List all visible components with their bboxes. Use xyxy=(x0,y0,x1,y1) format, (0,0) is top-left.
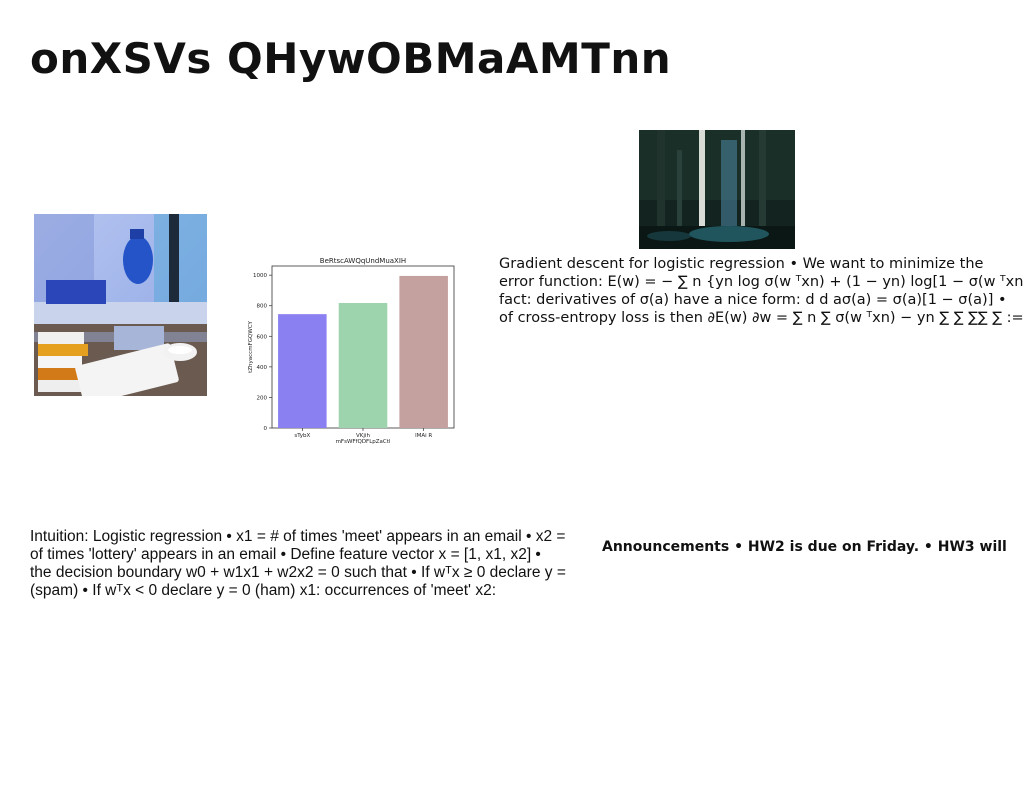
text-line: Gradient descent for logistic regression… xyxy=(499,256,984,272)
intuition-text: Intuition: Logistic regression • x1 = # … xyxy=(30,528,590,600)
chart-y-tick-label: 600 xyxy=(257,334,268,340)
chart-y-tick-label: 800 xyxy=(257,304,268,310)
chart-x-tick-label: VKjih xyxy=(356,433,370,439)
slide-title: onXSVs QHywOBMaAMTnn xyxy=(30,34,672,83)
chart-x-axis: sTybX VKjih lMAi R xyxy=(294,428,432,439)
bar-chart: BeRtscAWQqUndMuaXIH 0 200 400 600 800 1000 sT… xyxy=(238,250,460,448)
text-line: fact: derivatives of σ(a) have a nice fo… xyxy=(499,292,1007,308)
chart-y-axis: 0 200 400 600 800 1000 xyxy=(253,273,272,432)
gradient-descent-text: Gradient descent for logistic regression… xyxy=(499,255,1024,327)
announcements-text: Announcements • HW2 is due on Friday. • … xyxy=(602,539,1007,555)
chart-title: BeRtscAWQqUndMuaXIH xyxy=(320,257,406,265)
chart-bar xyxy=(278,314,327,428)
bar-chart-svg: BeRtscAWQqUndMuaXIH 0 200 400 600 800 1000 sT… xyxy=(248,257,455,445)
text-line: of cross-entropy loss is then ∂E(w) ∂w =… xyxy=(499,310,1024,326)
desk-photo xyxy=(34,214,207,396)
chart-bar xyxy=(338,302,388,428)
chart-x-label: mFsWFfQDFLpZaCtl xyxy=(336,439,391,445)
chart-y-tick-label: 400 xyxy=(257,365,268,371)
chart-bars xyxy=(278,275,448,428)
chart-y-tick-label: 0 xyxy=(264,426,268,432)
chart-x-tick-label: lMAi R xyxy=(415,433,432,439)
text-line: of times 'lottery' appears in an email •… xyxy=(30,546,541,563)
chart-y-tick-label: 200 xyxy=(257,395,268,401)
text-line: the decision boundary w0 + w1x1 + w2x2 =… xyxy=(30,564,566,581)
forest-photo xyxy=(639,130,795,249)
chart-y-label: tZhyaccmFGQWCY xyxy=(248,320,254,372)
chart-bar xyxy=(399,275,448,428)
text-line: Intuition: Logistic regression • x1 = # … xyxy=(30,528,566,545)
text-line: error function: E(w) = − ∑ n {yn log σ(w… xyxy=(499,274,1024,290)
chart-y-tick-label: 1000 xyxy=(253,273,267,279)
forest-photo-illustration xyxy=(639,130,795,249)
chart-x-tick-label: sTybX xyxy=(294,433,310,439)
desk-photo-illustration xyxy=(34,214,207,396)
text-line: (spam) • If wᵀx < 0 declare y = 0 (ham) … xyxy=(30,582,496,599)
